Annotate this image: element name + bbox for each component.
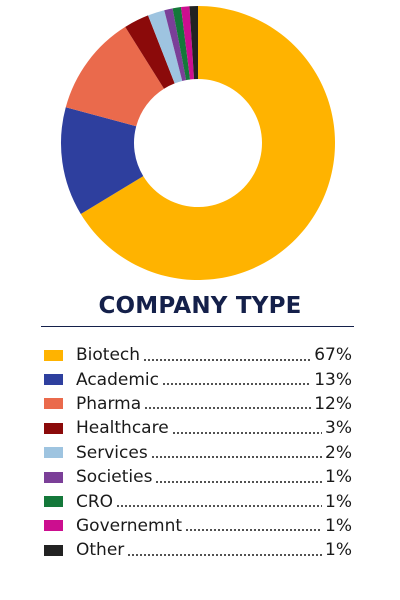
legend-value-pharma: 12%	[314, 393, 352, 414]
leader-dots	[171, 430, 323, 435]
legend-swatch-academic	[44, 374, 63, 386]
legend-item-academic: Academic 13%	[44, 367, 352, 391]
legend-value-services: 2%	[325, 442, 352, 463]
slice-healthcare	[125, 15, 175, 89]
legend-label-healthcare: Healthcare	[76, 418, 169, 439]
legend-value-other: 1%	[325, 540, 352, 561]
legend-item-biotech: Biotech 67%	[44, 343, 352, 367]
legend-label-pharma: Pharma	[76, 393, 142, 414]
legend-value-healthcare: 3%	[325, 418, 352, 439]
legend-label-other: Other	[76, 540, 125, 561]
legend-item-pharma: Pharma 12%	[44, 392, 352, 416]
legend-label-societies: Societies	[76, 467, 153, 488]
leader-dots	[185, 528, 323, 533]
legend-label-cro: CRO	[76, 491, 114, 512]
slice-societies	[164, 8, 187, 81]
legend-swatch-societies	[44, 471, 63, 483]
legend-item-governemnt: Governemnt 1%	[44, 514, 352, 538]
legend-swatch-pharma	[44, 398, 63, 410]
leader-dots	[116, 504, 323, 509]
legend-item-cro: CRO 1%	[44, 489, 352, 513]
legend-value-governemnt: 1%	[325, 515, 352, 536]
legend-item-societies: Societies 1%	[44, 465, 352, 489]
legend-item-services: Services 2%	[44, 441, 352, 465]
legend-swatch-governemnt	[44, 520, 63, 532]
slice-other	[189, 6, 198, 80]
legend: Biotech 67% Academic 13% Pharma 12% Heal…	[44, 343, 352, 563]
legend-value-societies: 1%	[325, 467, 352, 488]
leader-dots	[155, 479, 323, 484]
legend-value-biotech: 67%	[314, 345, 352, 366]
donut-chart	[61, 6, 335, 280]
legend-swatch-healthcare	[44, 422, 63, 434]
legend-label-biotech: Biotech	[76, 345, 141, 366]
leader-dots	[150, 455, 323, 460]
legend-label-governemnt: Governemnt	[76, 515, 183, 536]
leader-dots	[127, 552, 323, 557]
slice-cro	[172, 7, 191, 81]
legend-item-other: Other 1%	[44, 538, 352, 562]
chart-title: COMPANY TYPE	[98, 293, 302, 319]
slice-academic	[61, 107, 144, 214]
legend-label-academic: Academic	[76, 369, 159, 390]
legend-value-academic: 13%	[314, 369, 352, 390]
slice-services	[148, 10, 183, 84]
leader-dots	[161, 382, 312, 387]
slice-pharma	[65, 26, 165, 127]
legend-swatch-services	[44, 447, 63, 459]
legend-swatch-other	[44, 544, 63, 556]
legend-value-cro: 1%	[325, 491, 352, 512]
legend-label-services: Services	[76, 442, 148, 463]
legend-swatch-cro	[44, 496, 63, 508]
leader-dots	[143, 357, 312, 362]
legend-item-healthcare: Healthcare 3%	[44, 416, 352, 440]
legend-swatch-biotech	[44, 349, 63, 361]
leader-dots	[144, 406, 312, 411]
slice-biotech	[80, 6, 335, 280]
slice-governemnt	[180, 6, 195, 80]
title-divider	[41, 326, 354, 327]
donut-slices	[61, 6, 335, 280]
